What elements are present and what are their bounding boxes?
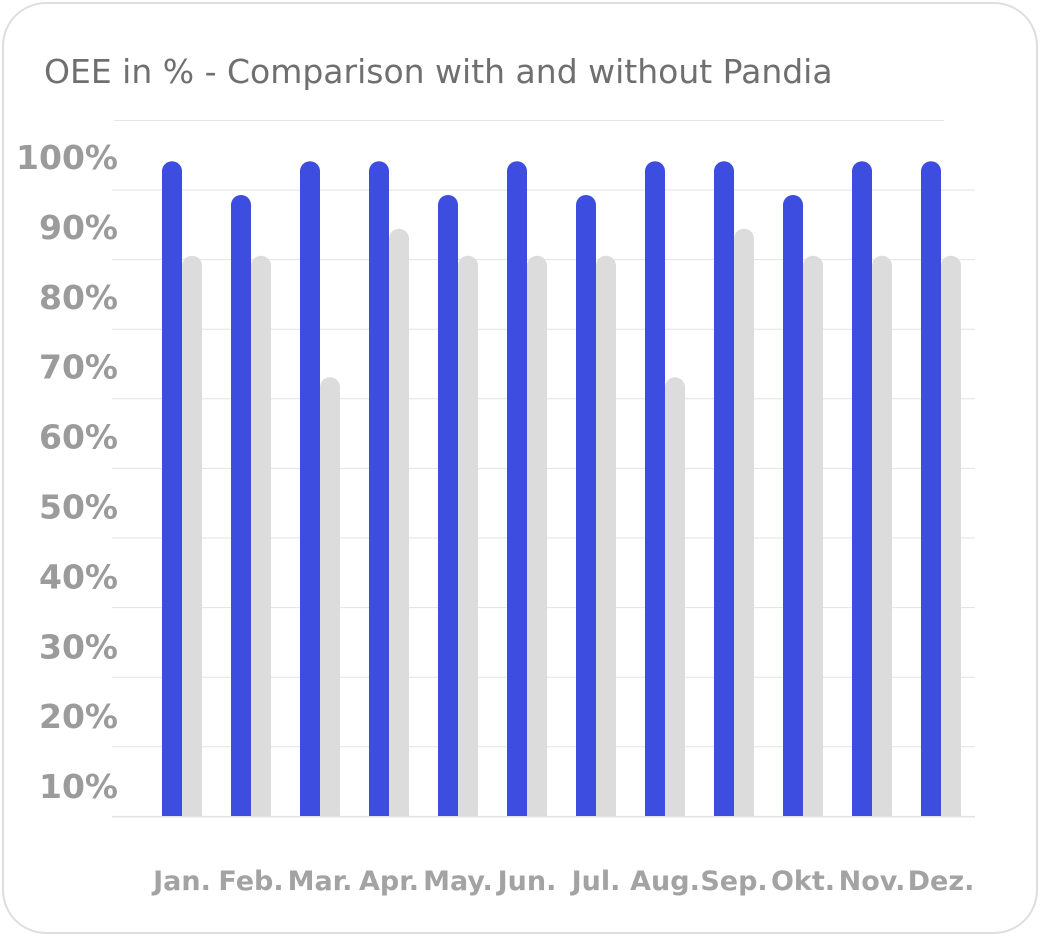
x-tick-label: Apr. xyxy=(359,866,419,897)
bar-series-1-jul xyxy=(576,195,596,816)
bar-series-1-okt xyxy=(783,195,803,816)
bar-series-2-jan xyxy=(182,255,202,816)
bar-series-1-sep xyxy=(714,161,734,816)
bar-series-2-dez xyxy=(941,255,961,816)
bar-series-2-apr xyxy=(389,228,409,816)
bar-series-1-dez xyxy=(921,161,941,816)
bar-series-1-mar xyxy=(300,161,320,816)
y-tick-label: 80% xyxy=(39,278,118,317)
y-tick-label: 100% xyxy=(16,138,118,177)
bar-series-2-may xyxy=(458,255,478,816)
bar-series-2-aug xyxy=(665,377,685,816)
x-tick-label: Okt. xyxy=(771,866,835,897)
y-tick-label: 90% xyxy=(39,208,118,247)
x-tick-label: Jan. xyxy=(151,866,211,897)
bar-series-2-jul xyxy=(596,255,616,816)
x-tick-label: Mar. xyxy=(288,866,353,897)
y-axis: 100% 90% 80% 70% 60% 50% 40% 30% 20% 10% xyxy=(16,138,118,806)
x-tick-label: Jun. xyxy=(496,866,557,897)
y-tick-label: 50% xyxy=(39,488,118,527)
x-tick-label: Jul. xyxy=(570,866,621,897)
bar-series-1-apr xyxy=(369,161,389,816)
bar-series-2-jun xyxy=(527,255,547,816)
chart-title: OEE in % - Comparison with and without P… xyxy=(44,52,833,91)
x-tick-label: May. xyxy=(423,866,493,897)
x-axis: Jan. Feb. Mar. Apr. May. Jun. Jul. Aug. Sep. Okt.… xyxy=(151,866,974,897)
x-tick-label: Nov. xyxy=(839,866,906,897)
y-tick-label: 20% xyxy=(39,697,118,736)
bar-series-1-jun xyxy=(507,161,527,816)
bar-series-1-nov xyxy=(852,161,872,816)
bar-series-1-feb xyxy=(231,195,251,816)
y-tick-label: 60% xyxy=(39,418,118,457)
bar-series-2-mar xyxy=(320,377,340,816)
y-tick-label: 10% xyxy=(39,767,118,806)
x-tick-label: Sep. xyxy=(700,866,767,897)
bar-series-1-may xyxy=(438,195,458,816)
bar-series-1-aug xyxy=(645,161,665,816)
y-tick-label: 30% xyxy=(39,627,118,666)
x-tick-label: Feb. xyxy=(218,866,283,897)
bar-series-2-okt xyxy=(803,255,823,816)
bar-series-2-feb xyxy=(251,255,271,816)
bar-series-2-nov xyxy=(872,255,892,816)
x-tick-label: Aug. xyxy=(630,866,700,897)
title-divider xyxy=(114,120,944,121)
bar-series-2-sep xyxy=(734,228,754,816)
bar-series-1-jan xyxy=(162,161,182,816)
y-tick-label: 70% xyxy=(39,348,118,387)
y-tick-label: 40% xyxy=(39,557,118,596)
bars xyxy=(162,161,961,816)
x-tick-label: Dez. xyxy=(908,866,975,897)
